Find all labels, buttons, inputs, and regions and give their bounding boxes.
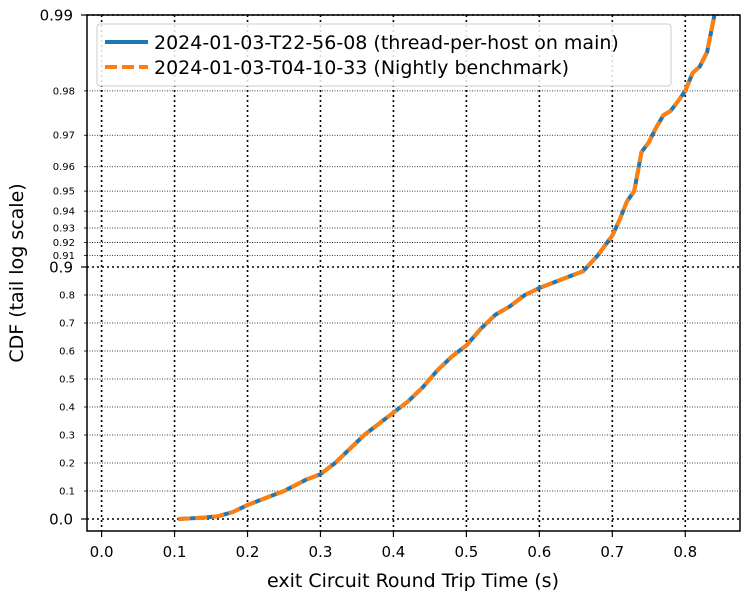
x-axis-title: exit Circuit Round Trip Time (s) xyxy=(267,570,559,592)
legend-box xyxy=(96,23,672,87)
x-tick-label: 0.4 xyxy=(382,543,406,561)
x-tick-label: 0.7 xyxy=(600,543,624,561)
y-minor-tick-label: 0.2 xyxy=(59,459,75,470)
y-minor-tick-label: 0.8 xyxy=(59,291,75,302)
y-minor-tick-label: 0.5 xyxy=(59,375,75,386)
x-tick-label: 0.0 xyxy=(90,543,114,561)
y-minor-tick-label: 0.4 xyxy=(59,403,75,414)
x-tick-label: 0.3 xyxy=(309,543,333,561)
y-minor-tick-label: 0.7 xyxy=(59,319,75,330)
y-minor-tick-label: 0.93 xyxy=(53,223,75,234)
ticks-layer: 0.1 0.2 0.3 0.4 0.5 0.6 0.7 0.8 0.91 0.92 0.93 0.94… xyxy=(40,7,698,562)
y-minor-tick-label: 0.92 xyxy=(53,238,75,249)
x-tick-label: 0.8 xyxy=(673,543,697,561)
y-minor-tick-label: 0.97 xyxy=(53,131,75,142)
x-tick-label: 0.1 xyxy=(163,543,187,561)
x-tick-label: 0.2 xyxy=(236,543,260,561)
y-major-tick-label: 0.9 xyxy=(49,259,73,277)
x-tick-label: 0.6 xyxy=(527,543,551,561)
grid-layer xyxy=(87,14,740,531)
y-major-tick-label: 0.0 xyxy=(49,511,73,529)
y-minor-tick-label: 0.3 xyxy=(59,431,75,442)
y-axis-title: CDF (tail log scale) xyxy=(6,183,28,362)
y-minor-tick-label: 0.6 xyxy=(59,347,75,358)
y-minor-tick-label: 0.96 xyxy=(53,162,75,173)
y-minor-tick-label: 0.98 xyxy=(53,86,75,97)
y-major-tick-label: 0.99 xyxy=(40,7,73,25)
legend: 2024-01-03-T22-56-08 (thread-per-host on… xyxy=(96,23,672,87)
y-minor-tick-label: 0.91 xyxy=(53,251,75,262)
x-tick-label: 0.5 xyxy=(454,543,478,561)
axes-layer xyxy=(86,14,741,532)
legend-label-1: 2024-01-03-T04-10-33 (Nightly benchmark) xyxy=(154,57,569,79)
series-layer xyxy=(178,14,717,521)
y-minor-tick-label: 0.94 xyxy=(53,207,75,218)
series-line-1 xyxy=(178,14,717,521)
legend-label-0: 2024-01-03-T22-56-08 (thread-per-host on… xyxy=(154,32,619,54)
y-minor-tick-label: 0.1 xyxy=(59,487,75,498)
plot-frame xyxy=(86,14,741,532)
y-minor-tick-label: 0.95 xyxy=(53,187,75,198)
